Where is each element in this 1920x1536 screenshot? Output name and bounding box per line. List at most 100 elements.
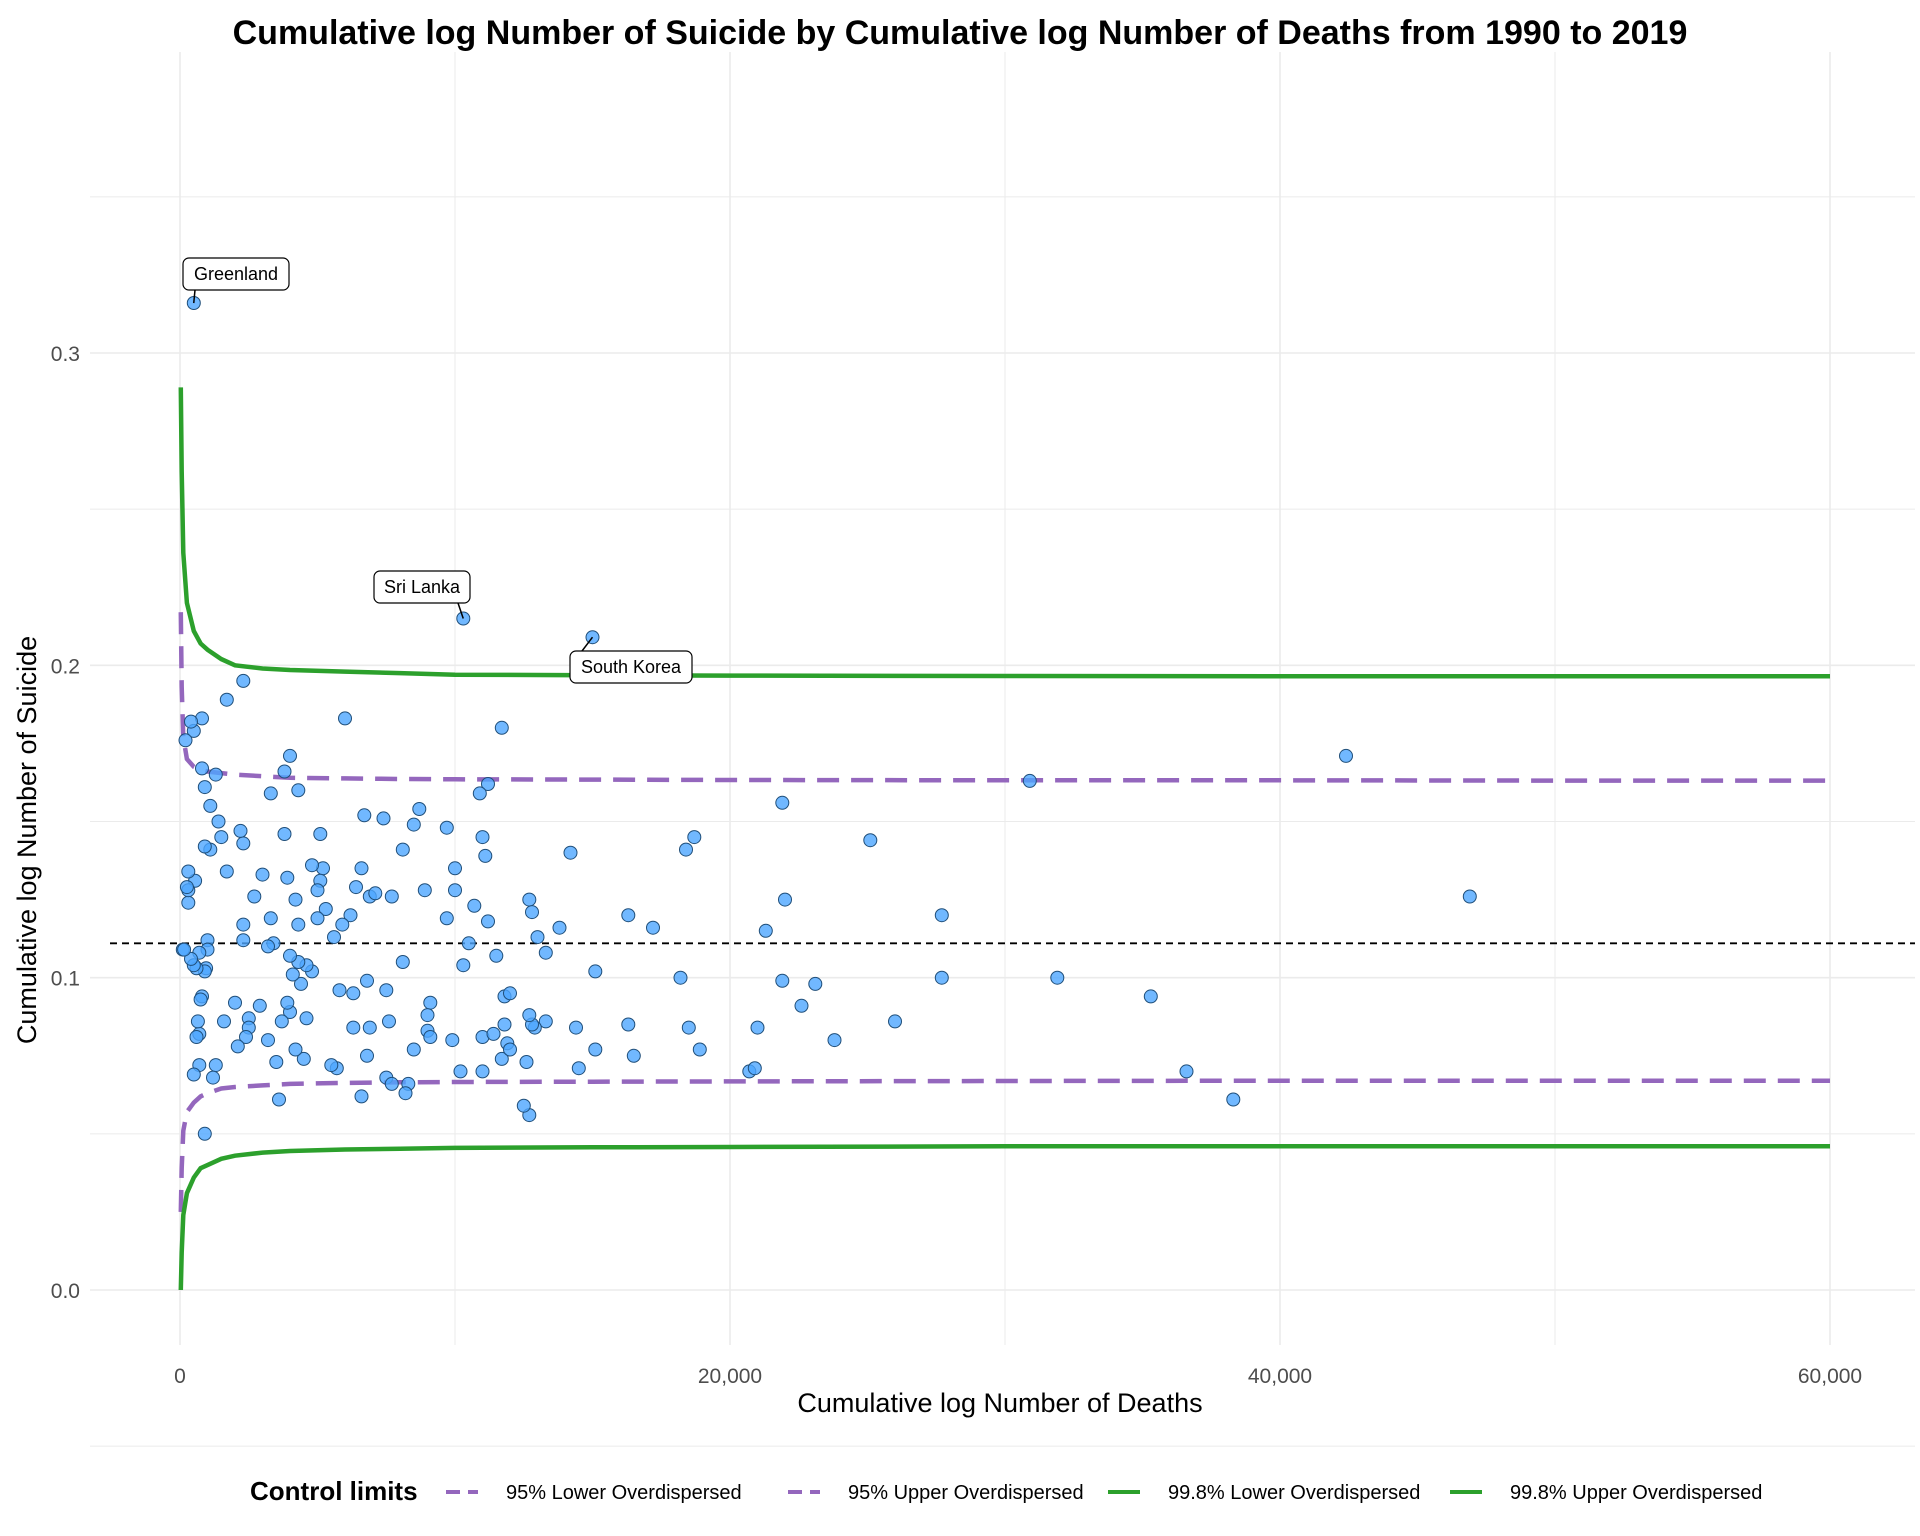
legend: Control limits 95% Lower Overdispersed 9…: [250, 1476, 1762, 1506]
data-point: [195, 761, 209, 776]
annotation-box: [569, 650, 693, 684]
chart-title: Cumulative log Number of Suicide by Cumu…: [233, 14, 1688, 52]
data-point: [346, 986, 361, 1001]
legend-label-95-upper: 95% Upper Overdispersed: [848, 1482, 1084, 1504]
limit-95-upper: [178, 612, 1830, 783]
data-point: [775, 795, 790, 810]
data-point: [382, 1014, 396, 1029]
annotation-leader: [581, 636, 594, 652]
data-point: [280, 870, 295, 885]
data-point: [673, 970, 688, 985]
x-tick-label: 40,000: [1248, 1365, 1312, 1388]
data-point: [412, 802, 427, 816]
x-tick-label: 60,000: [1798, 1365, 1862, 1388]
data-point: [184, 951, 198, 966]
data-point: [305, 858, 319, 873]
annotation-leader: [457, 602, 464, 619]
data-point: [863, 833, 878, 848]
data-point: [190, 1014, 205, 1029]
grid-lines: [90, 52, 1915, 1447]
data-point: [448, 883, 462, 898]
data-point: [1050, 970, 1065, 985]
data-point: [519, 1055, 534, 1069]
data-point: [219, 864, 234, 879]
data-point: [263, 911, 278, 926]
annotation-leader: [193, 289, 196, 304]
data-point: [310, 883, 325, 898]
data-point: [646, 920, 660, 935]
data-point: [538, 945, 553, 960]
data-point: [481, 914, 495, 929]
data-point: [219, 692, 234, 707]
data-point: [747, 1061, 762, 1076]
data-point: [197, 839, 212, 854]
data-point: [530, 930, 545, 945]
legend-label-998-lower: 99.8% Lower Overdispersed: [1168, 1482, 1420, 1504]
data-point: [1022, 773, 1037, 788]
data-point: [296, 1051, 311, 1066]
data-point: [750, 1020, 765, 1035]
data-point: [283, 948, 297, 963]
data-point: [228, 995, 242, 1010]
x-tick-label: 20,000: [698, 1365, 762, 1388]
data-point: [214, 830, 229, 845]
limit-95-lower: [178, 1078, 1830, 1212]
legend-label-95-lower: 95% Lower Overdispersed: [506, 1482, 742, 1504]
data-point: [252, 998, 267, 1013]
data-point: [489, 948, 504, 963]
data-point: [626, 1048, 641, 1063]
data-point: [239, 1030, 253, 1044]
data-point: [236, 933, 251, 948]
data-point: [291, 783, 306, 798]
data-point: [338, 711, 352, 726]
data-point: [888, 1014, 902, 1029]
data-point: [217, 1014, 231, 1029]
data-point: [343, 908, 358, 923]
data-point: [291, 917, 306, 932]
data-point: [335, 917, 350, 932]
data-point: [453, 1064, 468, 1079]
data-point: [1339, 748, 1353, 763]
data-point: [1226, 1092, 1241, 1107]
data-point: [423, 1030, 438, 1044]
data-point: [277, 764, 292, 779]
data-point: [934, 908, 949, 923]
data-point: [472, 786, 487, 801]
data-point: [827, 1033, 842, 1048]
data-point: [349, 880, 363, 895]
data-point: [563, 845, 578, 860]
data-point: [456, 958, 471, 973]
data-point: [1143, 989, 1158, 1004]
data-point: [538, 1014, 553, 1029]
data-point: [445, 1033, 460, 1048]
data-point: [448, 861, 462, 876]
data-point: [236, 917, 251, 932]
data-point: [269, 1055, 284, 1069]
data-point: [288, 892, 303, 907]
data-point: [313, 827, 328, 841]
annotation-box: [182, 257, 290, 291]
annotation-box: [373, 570, 471, 604]
data-point: [261, 939, 275, 954]
data-point: [522, 1008, 537, 1023]
data-point: [503, 986, 517, 1001]
data-point: [197, 780, 212, 795]
data-point: [324, 1058, 339, 1073]
y-tick-label: 0.1: [51, 968, 80, 991]
data-point: [681, 1020, 696, 1035]
data-point: [177, 942, 192, 957]
data-point: [588, 964, 603, 979]
data-point: [280, 995, 295, 1010]
y-axis-label: Cumulative log Number of Suicide: [12, 636, 42, 1044]
x-tick-label: 0: [174, 1365, 186, 1388]
data-point: [354, 861, 369, 876]
data-point: [516, 1098, 531, 1113]
data-point: [775, 973, 790, 988]
data-point: [461, 936, 476, 951]
annotation-label: Greenland: [194, 264, 278, 284]
data-point: [203, 798, 218, 813]
data-point: [621, 1017, 636, 1032]
x-axis-label: Cumulative log Number of Deaths: [797, 1388, 1202, 1418]
data-point: [503, 1042, 517, 1057]
